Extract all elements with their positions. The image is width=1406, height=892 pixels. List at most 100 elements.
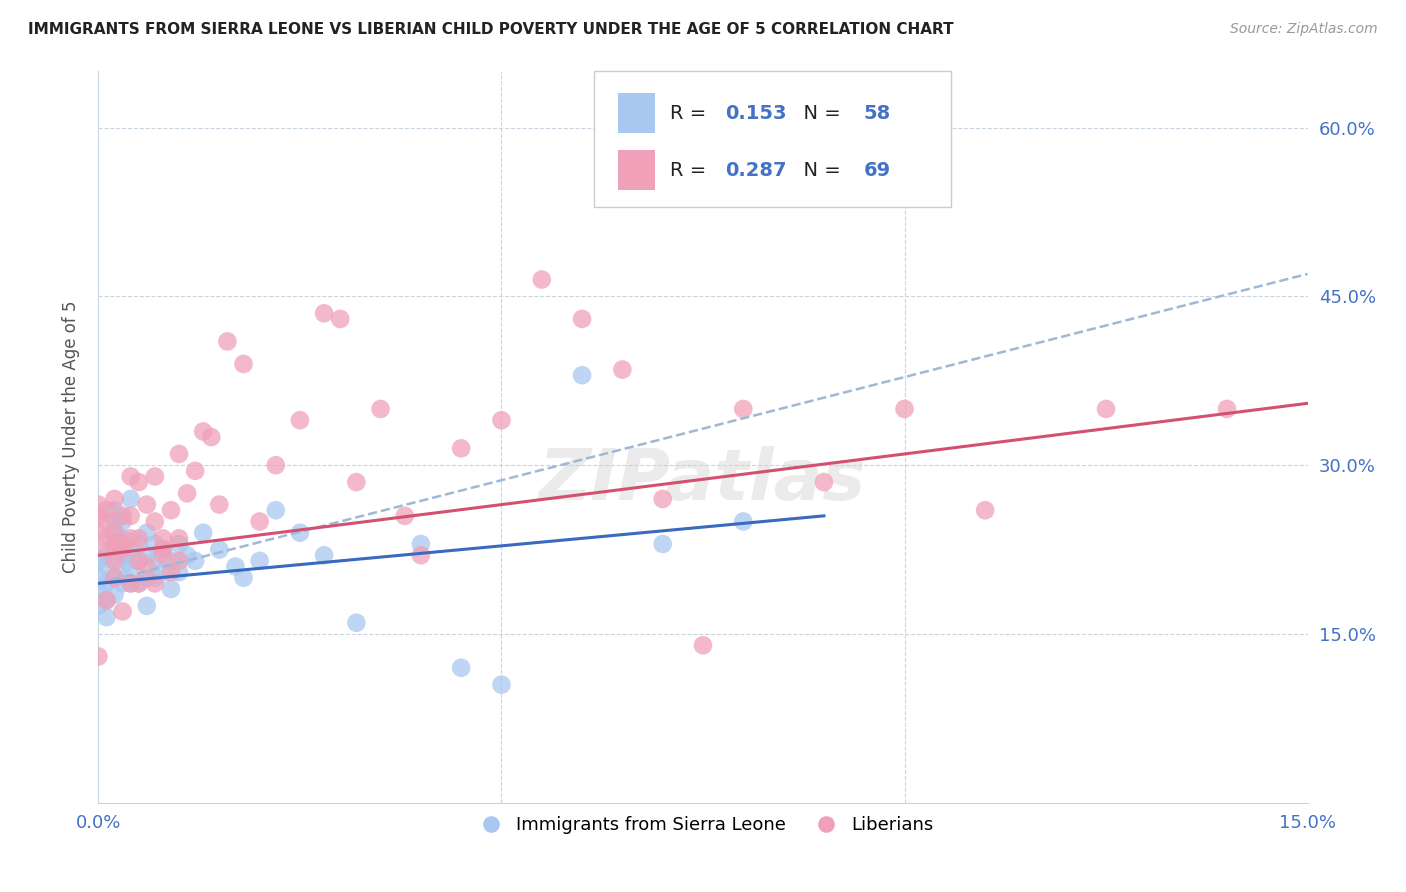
Point bbox=[143, 571, 166, 585]
Point bbox=[167, 532, 190, 546]
Y-axis label: Child Poverty Under the Age of 5: Child Poverty Under the Age of 5 bbox=[62, 301, 80, 574]
Point bbox=[1216, 401, 1239, 416]
Text: Source: ZipAtlas.com: Source: ZipAtlas.com bbox=[1230, 22, 1378, 37]
Point bbox=[344, 615, 367, 630]
Point bbox=[120, 542, 142, 557]
Point bbox=[152, 565, 174, 579]
Point bbox=[111, 576, 134, 591]
Point bbox=[184, 464, 207, 478]
Point bbox=[128, 532, 150, 546]
Point bbox=[772, 132, 794, 146]
Point bbox=[152, 548, 174, 562]
Point bbox=[491, 678, 513, 692]
Point bbox=[208, 542, 231, 557]
Point bbox=[87, 525, 110, 540]
Point bbox=[103, 515, 125, 529]
Point bbox=[143, 576, 166, 591]
Point bbox=[893, 401, 915, 416]
Point bbox=[249, 554, 271, 568]
Point bbox=[120, 576, 142, 591]
Point bbox=[96, 503, 118, 517]
Point bbox=[128, 475, 150, 489]
Point bbox=[651, 537, 673, 551]
Point bbox=[128, 554, 150, 568]
Point bbox=[491, 413, 513, 427]
Point bbox=[111, 605, 134, 619]
Point bbox=[111, 515, 134, 529]
Point bbox=[530, 272, 553, 286]
Point bbox=[128, 554, 150, 568]
Point bbox=[103, 571, 125, 585]
Point bbox=[224, 559, 246, 574]
Point bbox=[314, 306, 336, 320]
Point bbox=[409, 548, 432, 562]
Point bbox=[1095, 401, 1118, 416]
Text: R =: R = bbox=[671, 103, 713, 122]
Point bbox=[409, 537, 432, 551]
Point bbox=[208, 498, 231, 512]
Point bbox=[103, 525, 125, 540]
Point bbox=[167, 447, 190, 461]
Point bbox=[111, 542, 134, 557]
Point bbox=[103, 503, 125, 517]
Point bbox=[128, 537, 150, 551]
Point bbox=[143, 469, 166, 483]
Point bbox=[217, 334, 239, 349]
Point bbox=[571, 312, 593, 326]
Point bbox=[152, 542, 174, 557]
Point bbox=[249, 515, 271, 529]
Point bbox=[288, 525, 311, 540]
Point bbox=[135, 571, 157, 585]
Point bbox=[232, 571, 254, 585]
Point bbox=[692, 638, 714, 652]
Point bbox=[96, 542, 118, 557]
Point bbox=[200, 430, 222, 444]
Point bbox=[193, 525, 215, 540]
Point bbox=[87, 649, 110, 664]
FancyBboxPatch shape bbox=[619, 93, 655, 133]
Point bbox=[128, 576, 150, 591]
Text: R =: R = bbox=[671, 161, 713, 179]
Text: 58: 58 bbox=[863, 103, 891, 122]
Point bbox=[111, 537, 134, 551]
Text: N =: N = bbox=[792, 103, 848, 122]
Point bbox=[103, 525, 125, 540]
Point bbox=[394, 508, 416, 523]
Point bbox=[87, 599, 110, 613]
Point bbox=[96, 576, 118, 591]
Text: 69: 69 bbox=[863, 161, 891, 179]
Point bbox=[120, 491, 142, 506]
Point bbox=[571, 368, 593, 383]
Point bbox=[103, 537, 125, 551]
Point bbox=[176, 486, 198, 500]
Point bbox=[96, 593, 118, 607]
Text: 0.287: 0.287 bbox=[724, 161, 786, 179]
FancyBboxPatch shape bbox=[595, 71, 950, 207]
Point bbox=[160, 565, 183, 579]
Point bbox=[264, 458, 287, 473]
Point bbox=[733, 401, 755, 416]
Point bbox=[111, 532, 134, 546]
Point bbox=[167, 537, 190, 551]
Point bbox=[87, 498, 110, 512]
Point bbox=[96, 593, 118, 607]
Point bbox=[87, 582, 110, 596]
Point bbox=[288, 413, 311, 427]
Point bbox=[160, 554, 183, 568]
Legend: Immigrants from Sierra Leone, Liberians: Immigrants from Sierra Leone, Liberians bbox=[465, 809, 941, 841]
Point bbox=[96, 548, 118, 562]
Point bbox=[193, 425, 215, 439]
Point bbox=[152, 542, 174, 557]
Point bbox=[314, 548, 336, 562]
Point bbox=[813, 475, 835, 489]
Point bbox=[135, 599, 157, 613]
Point bbox=[103, 537, 125, 551]
Point bbox=[96, 559, 118, 574]
Point bbox=[128, 576, 150, 591]
Point bbox=[370, 401, 392, 416]
Point bbox=[135, 498, 157, 512]
Point bbox=[152, 532, 174, 546]
Point bbox=[450, 661, 472, 675]
Point bbox=[135, 559, 157, 574]
Point bbox=[184, 554, 207, 568]
